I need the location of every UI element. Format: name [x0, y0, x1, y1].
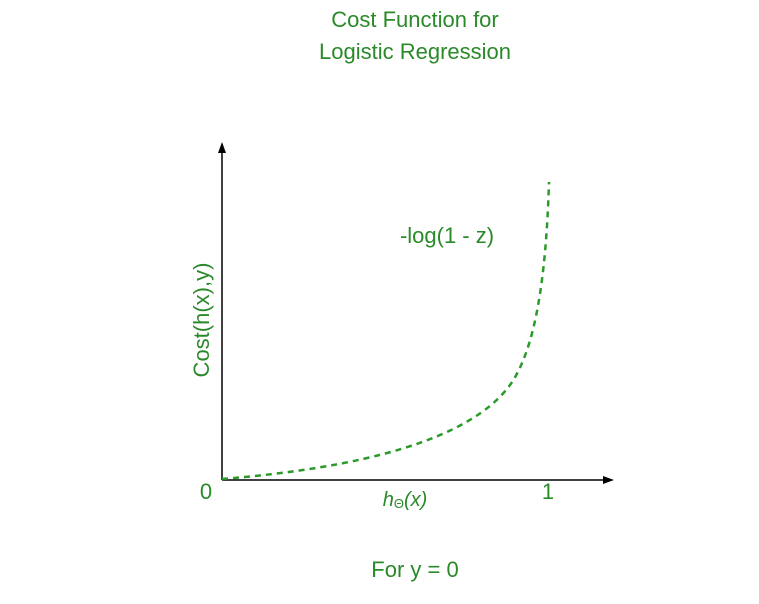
- x-axis-label: hΘ(x): [383, 489, 428, 511]
- x-label-argument: (x): [404, 489, 427, 511]
- x-end-label: 1: [542, 479, 554, 504]
- title-line: Logistic Regression: [319, 39, 511, 64]
- curve-label: -log(1 - z): [400, 223, 494, 248]
- x-arrow: [603, 476, 614, 484]
- title-line: Cost Function for: [331, 7, 499, 32]
- x-label-subscript: Θ: [394, 496, 404, 511]
- y-axis-label: Cost(h(x),y): [189, 263, 214, 378]
- axes: [218, 142, 614, 484]
- y-arrow: [218, 142, 226, 153]
- x-label-base: h: [383, 489, 394, 511]
- caption: For y = 0: [371, 557, 458, 582]
- origin-label: 0: [200, 479, 212, 504]
- cost-curve: [221, 181, 551, 481]
